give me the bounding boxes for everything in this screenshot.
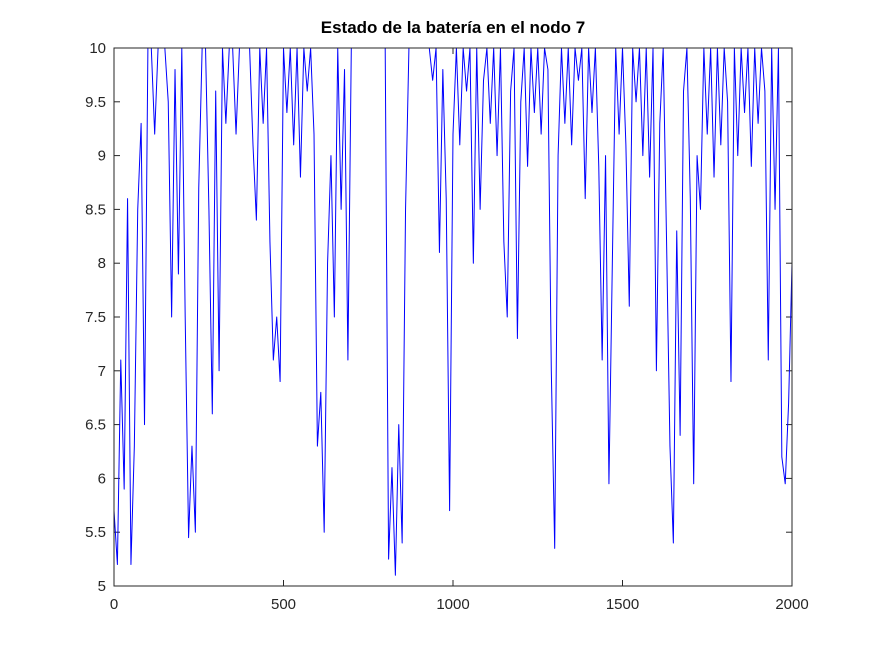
y-tick-label: 8 <box>98 255 106 272</box>
y-tick-label: 7.5 <box>85 309 106 326</box>
x-tick-label: 2000 <box>775 596 808 613</box>
axes-box <box>113 47 793 587</box>
y-tick-label: 9 <box>98 148 106 165</box>
data-line <box>113 47 793 576</box>
x-tick-label: 500 <box>271 596 296 613</box>
y-tick-label: 6.5 <box>85 417 106 434</box>
x-tick-label: 1500 <box>606 596 639 613</box>
y-tick-label: 7 <box>98 363 106 380</box>
y-tick-label: 5.5 <box>85 524 106 541</box>
chart-title: Estado de la batería en el nodo 7 <box>321 18 586 37</box>
y-tick-label: 5 <box>98 578 106 595</box>
x-tick-label: 1000 <box>436 596 469 613</box>
y-tick-label: 8.5 <box>85 201 106 218</box>
y-tick-label: 10 <box>89 40 106 57</box>
y-tick-label: 6 <box>98 470 106 487</box>
x-tick-label: 0 <box>110 596 118 613</box>
y-tick-label: 9.5 <box>85 94 106 111</box>
